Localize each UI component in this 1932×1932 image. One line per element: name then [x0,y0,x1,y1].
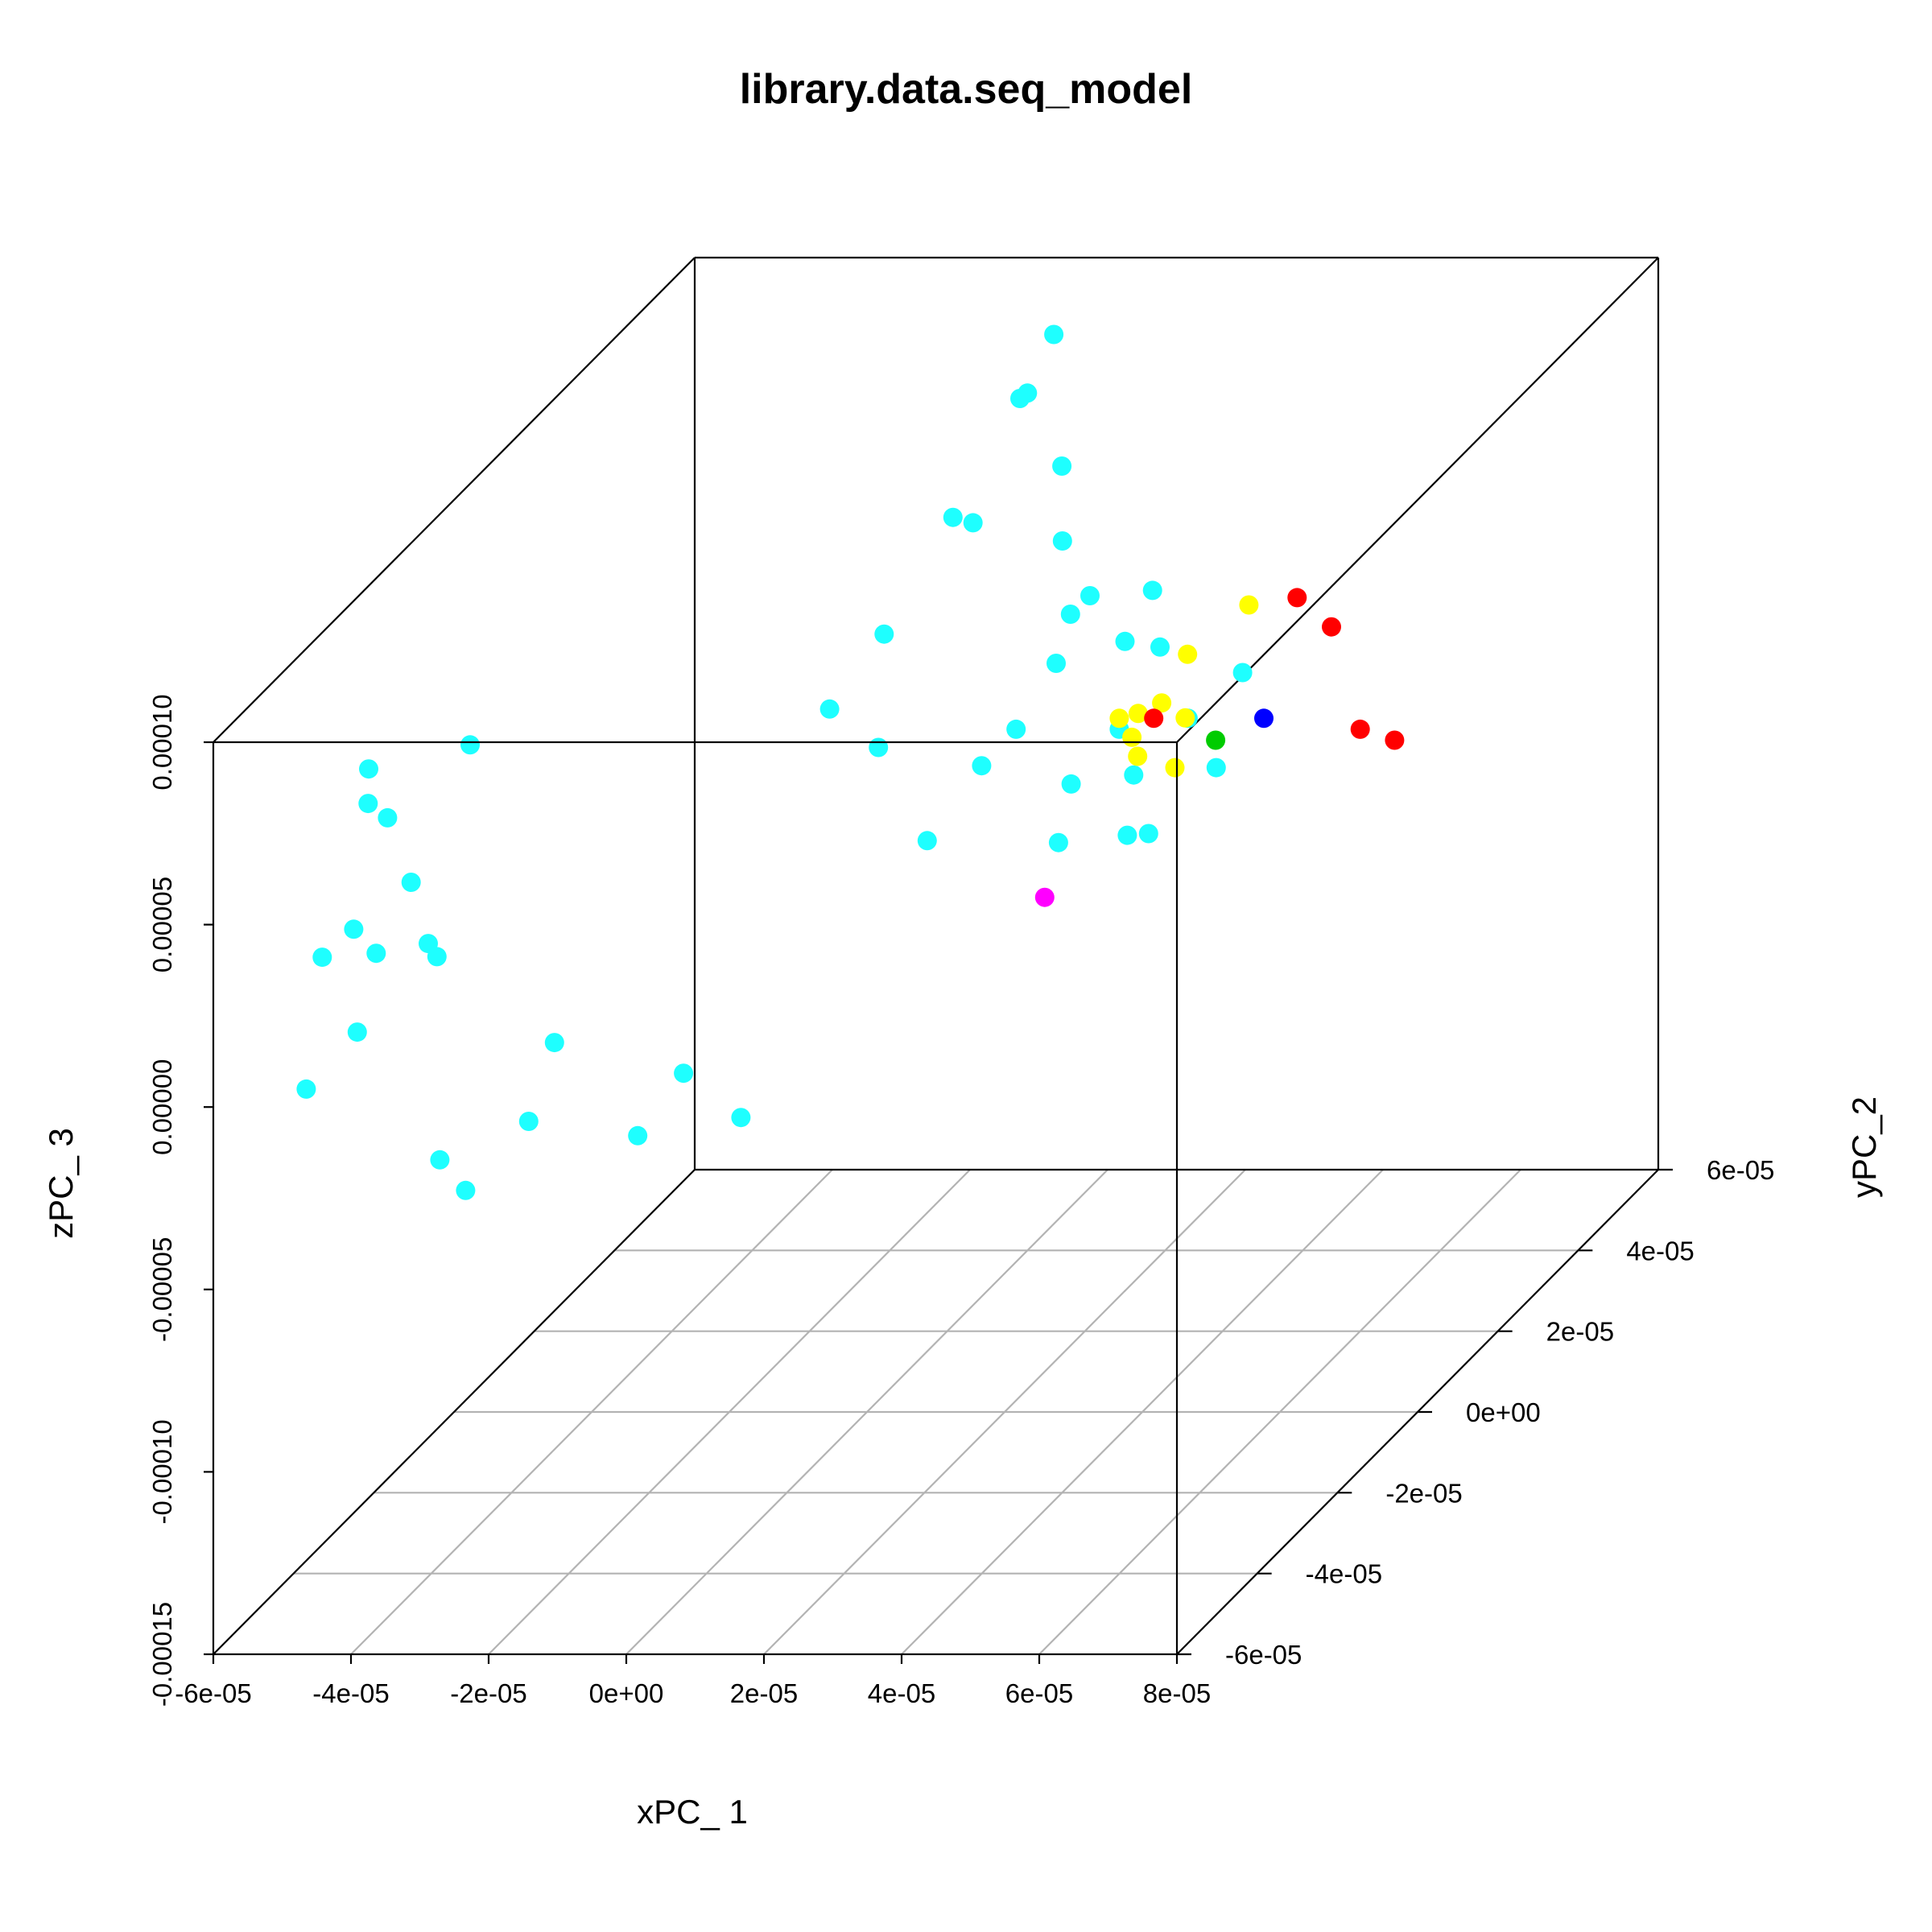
x-tick-label: 6e-05 [1005,1678,1073,1708]
data-point-cyan [917,831,937,851]
data-point-yellow [1128,746,1148,766]
y-tick-label: 4e-05 [1626,1236,1694,1265]
data-point-yellow [1122,727,1142,747]
data-point-yellow [1165,758,1185,778]
data-point-yellow [1128,704,1148,724]
data-points [296,324,1405,1200]
data-point-cyan [427,947,447,967]
data-point-cyan [401,873,421,892]
data-point-cyan [359,759,378,779]
z-tick-label: 0.00000 [147,1059,177,1155]
z-tick-label: 0.00010 [147,694,177,790]
x-tick-label: -4e-05 [312,1678,389,1708]
data-point-cyan [378,807,398,828]
data-point-yellow [1239,595,1259,615]
y-tick-label: 6e-05 [1707,1155,1774,1185]
data-point-cyan [819,699,840,719]
data-point-cyan [1061,774,1081,794]
x-tick-label: 2e-05 [730,1678,798,1708]
data-point-magenta [1034,887,1055,907]
data-point-cyan [1048,832,1068,852]
data-point-red [1350,719,1370,739]
box-edge [1176,257,1659,743]
data-point-cyan [344,919,364,939]
data-point-cyan [1232,663,1253,683]
axis-ticks: -6e-05 -4e-05 -2e-05 0e+00 2e-05 4e-05 6e-05 8e… [147,694,1774,1708]
data-point-yellow [1175,708,1195,728]
plot-box-front [212,741,1179,1656]
z-axis-title: zPC_ 3 [42,1128,80,1239]
data-point-cyan [460,735,480,755]
y-tick-label: -2e-05 [1385,1478,1462,1508]
data-point-cyan [430,1150,450,1170]
data-point-yellow [1109,708,1129,729]
y-tick-label: -6e-05 [1225,1640,1302,1670]
data-point-cyan [456,1180,476,1200]
data-point-cyan [1046,654,1066,673]
data-point-cyan [963,513,983,533]
data-point-cyan [312,947,332,968]
data-point-cyan [874,624,894,644]
box-front-face [212,741,1179,1656]
data-point-cyan [347,1022,367,1042]
data-point-cyan [1052,531,1072,551]
data-point-cyan [628,1125,648,1146]
data-point-cyan [1138,824,1158,844]
y-axis-title: yPC_2 [1845,1096,1883,1198]
data-point-cyan [544,1033,564,1053]
data-point-cyan [1150,637,1170,657]
x-axis-title: xPC_ 1 [637,1793,748,1831]
data-point-cyan [1044,324,1064,345]
data-point-cyan [358,794,378,814]
data-point-cyan [1124,765,1144,785]
data-point-cyan [869,737,889,758]
x-tick-label: 0e+00 [589,1678,664,1708]
data-point-red [1322,617,1341,637]
y-tick-label: 2e-05 [1546,1317,1614,1347]
data-point-cyan [1010,389,1030,408]
data-point-cyan [1080,586,1100,605]
data-point-cyan [731,1108,751,1128]
data-point-cyan [943,507,963,527]
data-point-cyan [1206,758,1226,778]
data-point-red [1144,708,1164,729]
data-point-cyan [1142,580,1162,601]
y-tick-label: -4e-05 [1306,1559,1382,1589]
data-point-cyan [366,943,386,964]
y-tick-label: 0e+00 [1466,1397,1541,1427]
data-point-cyan [1060,605,1080,624]
data-point-red [1385,730,1405,750]
floor-grid [293,1169,1579,1655]
data-point-cyan [1115,631,1135,651]
data-point-cyan [518,1112,539,1131]
data-point-cyan [1117,825,1137,845]
data-point-green [1206,730,1226,750]
data-point-yellow [1178,644,1198,664]
box-edge [213,1169,696,1655]
x-tick-label: -6e-05 [175,1678,251,1708]
data-point-cyan [1052,456,1072,476]
data-point-blue [1254,708,1274,729]
box-edge [213,257,696,743]
x-tick-label: 4e-05 [868,1678,935,1708]
z-tick-label: -0.00015 [147,1602,177,1707]
z-tick-label: -0.00010 [147,1419,177,1524]
x-tick-label: 8e-05 [1143,1678,1211,1708]
z-tick-label: -0.00005 [147,1237,177,1342]
data-point-yellow [1152,693,1172,713]
data-point-cyan [296,1079,316,1099]
data-point-cyan [1006,719,1026,739]
chart-title: library.data.seq_model [740,66,1193,113]
data-point-red [1287,588,1307,608]
z-tick-label: 0.00005 [147,877,177,972]
data-point-cyan [674,1063,694,1084]
x-tick-label: -2e-05 [450,1678,526,1708]
data-point-cyan [972,756,992,776]
